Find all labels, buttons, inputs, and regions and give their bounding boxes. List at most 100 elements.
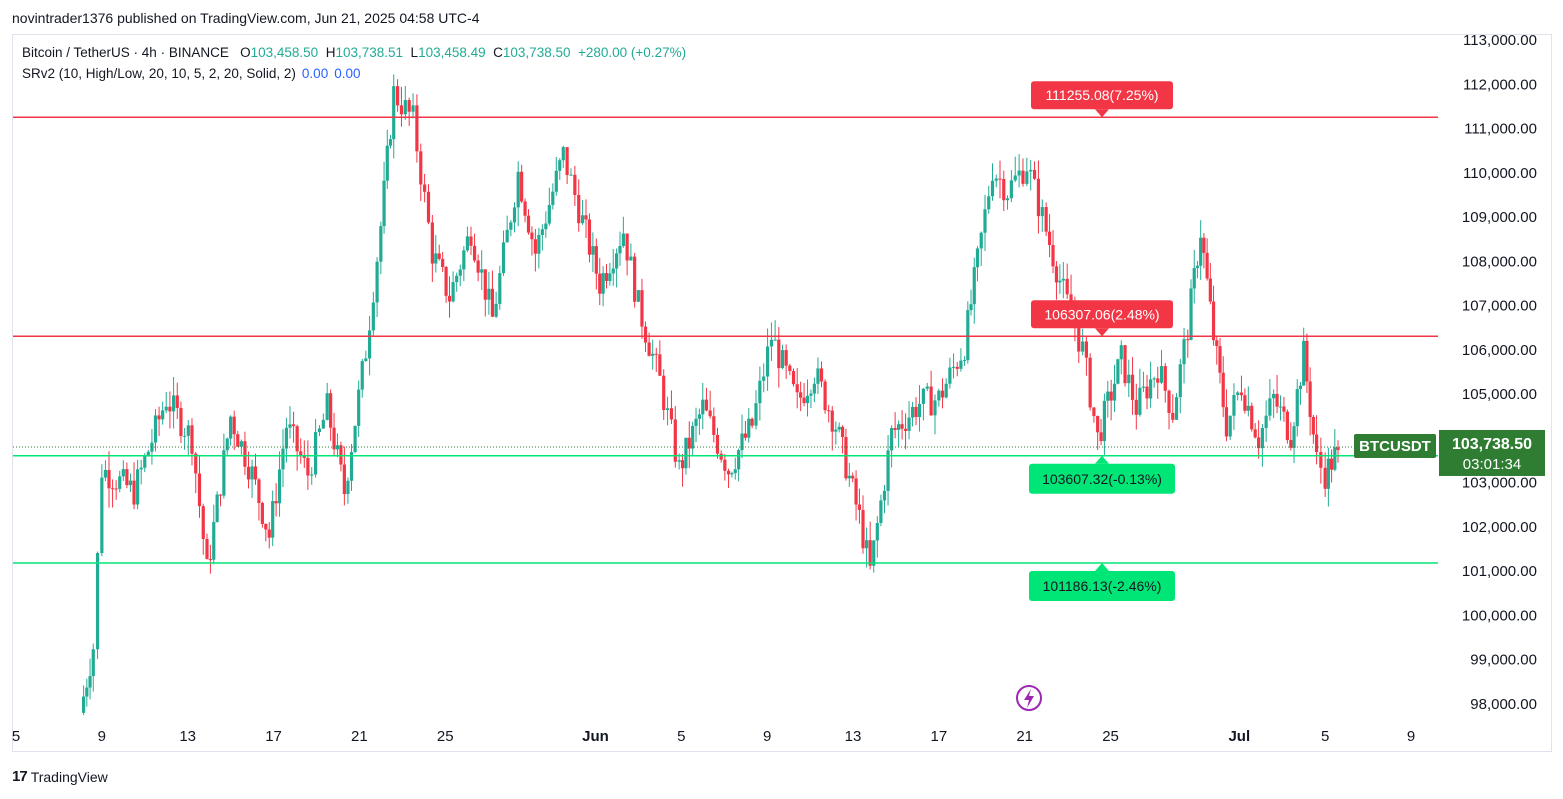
- candle-body: [900, 424, 904, 429]
- candle-body: [651, 353, 655, 356]
- candle-body: [948, 367, 952, 384]
- candle-body: [462, 250, 466, 270]
- candle-body: [128, 480, 133, 486]
- candle-body: [893, 428, 897, 430]
- candle-body: [1333, 447, 1337, 470]
- candle-body: [1119, 345, 1123, 360]
- candle-body: [802, 397, 806, 404]
- candle-body: [332, 427, 336, 450]
- candle-body: [733, 469, 737, 474]
- indicator-legend[interactable]: SRv2 (10, High/Low, 20, 10, 5, 2, 20, So…: [22, 66, 360, 81]
- candle-body: [929, 386, 933, 416]
- candle-body: [1077, 328, 1081, 352]
- level-label-box: [1031, 81, 1173, 110]
- candle-body: [455, 275, 459, 283]
- candle-body: [1145, 386, 1149, 399]
- tradingview-logo-icon: 17: [12, 768, 28, 785]
- open-label: O: [240, 45, 251, 60]
- y-tick-label: 102,000.00: [1462, 519, 1537, 536]
- candle-body: [239, 441, 243, 447]
- candle-body: [201, 506, 205, 539]
- candle-body: [951, 366, 956, 368]
- candle-body: [1081, 341, 1085, 352]
- candle-body: [1195, 265, 1200, 269]
- candle-body: [208, 558, 212, 560]
- x-tick-label: 5: [677, 728, 685, 745]
- candle-body: [232, 416, 236, 435]
- symbol-legend[interactable]: Bitcoin / TetherUS · 4h · BINANCE O103,4…: [22, 45, 686, 60]
- candle-body: [411, 105, 415, 112]
- candle-body: [225, 438, 229, 451]
- candle-body: [1239, 392, 1244, 396]
- candle-body: [426, 191, 431, 223]
- candle-body: [554, 170, 558, 192]
- candle-body: [773, 339, 777, 341]
- candle-body: [1302, 340, 1306, 386]
- last-price-badge: [1439, 429, 1545, 476]
- candle-body: [701, 399, 705, 415]
- candle-body: [325, 393, 329, 420]
- candle-body: [604, 273, 609, 281]
- candle-body: [1246, 405, 1250, 411]
- candle-body: [346, 480, 350, 495]
- candle-body: [253, 466, 258, 480]
- close-label: C: [493, 45, 503, 60]
- x-tick-label: 9: [763, 728, 771, 745]
- candle-body: [1021, 170, 1025, 184]
- candle-body: [1329, 458, 1334, 470]
- low-label: L: [410, 45, 419, 60]
- candle-body: [684, 437, 688, 469]
- candle-body: [1141, 386, 1146, 388]
- y-tick-label: 100,000.00: [1462, 607, 1537, 624]
- candle-body: [864, 540, 869, 549]
- x-tick-label: Jul: [1228, 728, 1250, 745]
- candle-body: [715, 434, 720, 454]
- candle-body: [1289, 440, 1293, 448]
- candle-body: [161, 410, 165, 420]
- candle-body: [465, 236, 470, 251]
- candle-body: [933, 400, 937, 416]
- candle-body: [288, 424, 292, 428]
- candle-body: [1305, 340, 1309, 382]
- candle-body: [139, 467, 143, 470]
- candle-body: [1002, 179, 1006, 201]
- candle-body: [164, 406, 168, 411]
- y-tick-label: 101,000.00: [1462, 563, 1537, 580]
- y-tick-label: 108,000.00: [1462, 253, 1537, 270]
- candle-body: [1092, 407, 1096, 416]
- candle-body: [1099, 432, 1103, 442]
- candle-body: [694, 418, 698, 426]
- level-label: 111255.08(7.25%): [1045, 87, 1158, 103]
- candle-body: [1250, 405, 1254, 430]
- change-value: +280.00 (+0.27%): [578, 45, 687, 60]
- candle-body: [490, 288, 495, 317]
- candle-body: [321, 419, 325, 429]
- candle-body: [677, 460, 681, 462]
- candle-body: [551, 191, 555, 206]
- candle-body: [1323, 467, 1327, 489]
- candle-body: [621, 233, 625, 246]
- candle-body: [587, 219, 592, 255]
- candle-body: [750, 418, 754, 426]
- candle-body: [558, 160, 562, 171]
- candle-body: [640, 290, 644, 327]
- candle-body: [1116, 359, 1120, 384]
- candle-body: [91, 649, 95, 677]
- candle-body: [215, 494, 219, 522]
- candle-body: [1314, 434, 1319, 453]
- candle-body: [1295, 389, 1299, 427]
- x-tick-label: 5: [12, 728, 20, 745]
- candle-body: [591, 246, 595, 255]
- candle-body: [769, 339, 774, 347]
- candle-body: [547, 205, 551, 224]
- candle-body: [1009, 180, 1013, 199]
- candle-body: [565, 147, 569, 176]
- candle-body: [267, 529, 271, 538]
- tradingview-logo[interactable]: 17 TradingView: [12, 768, 108, 785]
- candle-body: [844, 437, 848, 479]
- candle-body: [1232, 395, 1236, 416]
- candle-body: [697, 414, 701, 419]
- candle-body: [723, 459, 727, 471]
- candle-body: [1264, 415, 1268, 428]
